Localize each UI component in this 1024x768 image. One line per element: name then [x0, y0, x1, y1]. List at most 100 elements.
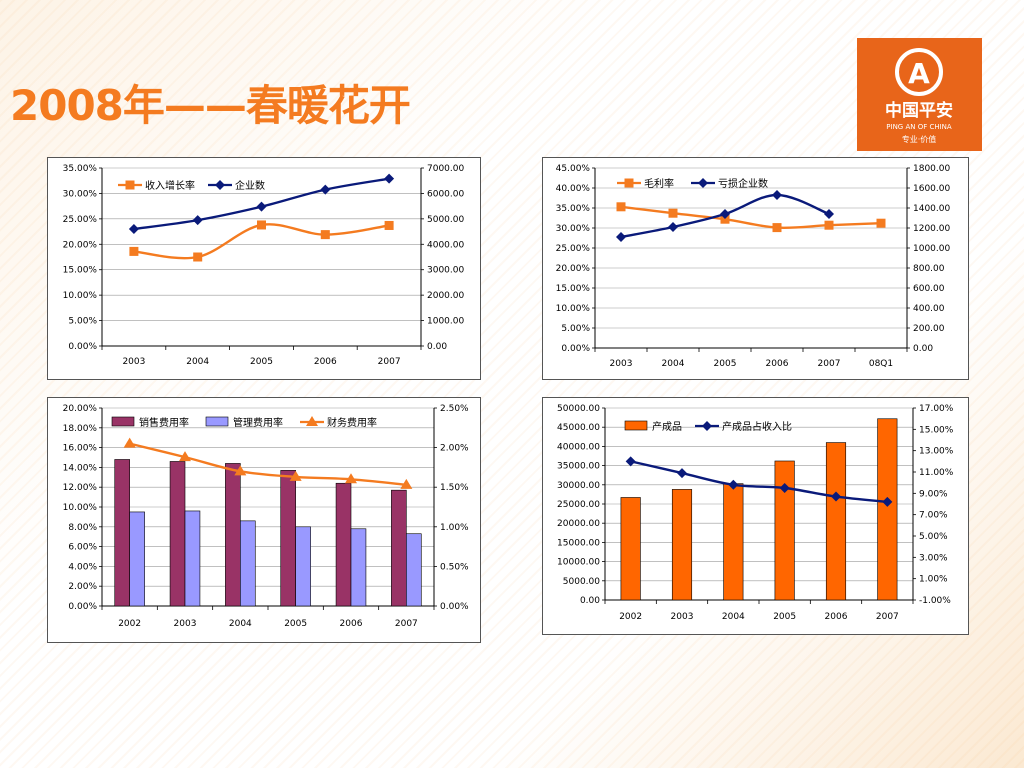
y-right-tick-label: 5.00%	[919, 532, 948, 542]
data-point	[882, 496, 893, 507]
x-tick-label: 2003	[174, 619, 197, 629]
legend-marker	[306, 416, 318, 426]
y-right-tick-label: 1.50%	[440, 483, 469, 493]
y-right-tick-label: 5000.00	[427, 215, 464, 225]
y-left-tick-label: 2.00%	[68, 582, 97, 592]
legend-label: 财务费用率	[327, 416, 377, 429]
y-right-tick-label: 6000.00	[427, 189, 464, 199]
y-left-tick-label: 10.00%	[63, 503, 98, 513]
y-right-tick-label: 1200.00	[913, 224, 950, 234]
y-left-tick-label: 30.00%	[63, 189, 98, 199]
x-tick-label: 2007	[378, 357, 401, 367]
chart-finished-goods: 0.00 5000.00 10000.00 15000.00 20000.00 25000…	[542, 397, 969, 635]
data-point	[668, 222, 678, 232]
y-right-tick-label: 4000.00	[427, 240, 464, 250]
y-left-tick-label: 10.00%	[556, 304, 591, 314]
bar	[825, 442, 847, 601]
chart-4-svg: 0.00 5000.00 10000.00 15000.00 20000.00 25000…	[557, 404, 954, 622]
y-left-tick-label: 30000.00	[557, 481, 600, 491]
y-right-tick-label: 600.00	[913, 284, 945, 294]
x-tick-label: 2004	[722, 612, 745, 622]
x-tick-label: 2002	[118, 619, 141, 629]
data-point	[677, 468, 687, 479]
data-point	[345, 473, 357, 484]
legend-marker	[125, 180, 135, 190]
x-tick-label: 2003	[671, 612, 694, 622]
bar	[295, 526, 311, 607]
bar	[240, 520, 256, 607]
bar	[280, 470, 296, 607]
y-left-tick-label: 15.00%	[556, 284, 591, 294]
data-point	[123, 437, 136, 448]
logo-ring	[895, 48, 943, 96]
data-point	[824, 220, 834, 230]
y-left-tick-label: 0.00%	[561, 344, 590, 354]
bar	[620, 497, 641, 601]
y-right-tick-label: 1.00%	[440, 523, 469, 533]
data-point	[831, 491, 841, 502]
x-tick-label: 2003	[610, 359, 633, 369]
y-left-tick-label: 35000.00	[557, 462, 600, 472]
y-right-tick-label: 400.00	[913, 304, 945, 314]
y-left-tick-label: 20000.00	[557, 519, 600, 529]
y-right-tick-label: 7.00%	[919, 511, 948, 521]
y-left-tick-label: 8.00%	[68, 523, 97, 533]
data-point	[384, 173, 395, 184]
data-point	[179, 451, 191, 462]
data-point	[257, 220, 266, 230]
y-right-tick-label: -1.00%	[919, 596, 951, 606]
y-left-tick-label: 25000.00	[557, 500, 600, 510]
x-tick-label: 2004	[186, 357, 209, 367]
x-tick-label: 2002	[619, 612, 642, 622]
y-left-tick-label: 30.00%	[556, 224, 591, 234]
data-point	[234, 465, 247, 476]
y-left-tick-label: 50000.00	[557, 404, 600, 414]
bar	[671, 489, 693, 601]
data-point	[824, 209, 834, 219]
bar	[723, 483, 744, 601]
legend-label: 亏损企业数	[718, 177, 768, 190]
data-point	[616, 232, 626, 242]
y-right-tick-label: 9.00%	[919, 489, 948, 499]
bar	[184, 510, 201, 607]
y-right-tick-label: 13.00%	[919, 447, 954, 457]
chart-revenue-growth-enterprises: 0.00% 5.00% 10.00% 15.00% 20.00% 25.00% 30.00%…	[47, 157, 481, 380]
y-right-tick-label: 800.00	[913, 264, 945, 274]
legend-label: 销售费用率	[139, 416, 189, 429]
y-right-tick-label: 1.00%	[919, 575, 948, 585]
y-left-tick-label: 12.00%	[63, 483, 98, 493]
x-tick-label: 2005	[250, 357, 273, 367]
data-point	[384, 220, 394, 230]
data-point	[193, 252, 203, 262]
data-point	[772, 190, 782, 200]
legend-marker	[215, 180, 225, 190]
x-tick-label: 2005	[714, 359, 737, 369]
y-left-tick-label: 25.00%	[556, 244, 591, 254]
legend-marker	[702, 421, 712, 431]
data-point	[128, 224, 139, 235]
data-point	[320, 184, 331, 195]
bar	[169, 461, 186, 607]
data-point	[876, 218, 886, 228]
y-left-tick-label: 40000.00	[557, 442, 600, 452]
bar	[877, 418, 898, 601]
data-point	[192, 215, 203, 226]
y-right-tick-label: 0.00	[427, 342, 447, 352]
legend-label: 管理费用率	[233, 416, 283, 429]
data-point	[728, 479, 739, 490]
y-right-tick-label: 0.00	[913, 344, 933, 354]
bar	[335, 482, 352, 607]
x-tick-label: 2006	[314, 357, 337, 367]
series-line	[630, 460, 888, 504]
y-right-tick-label: 2.50%	[440, 404, 469, 414]
y-left-tick-label: 0.00	[580, 596, 600, 606]
bar	[391, 489, 407, 607]
data-point	[129, 246, 139, 256]
legend-label: 产成品	[652, 420, 682, 433]
data-point	[720, 214, 730, 224]
legend-label: 企业数	[235, 179, 265, 192]
y-right-tick-label: 2000.00	[427, 291, 464, 301]
y-left-tick-label: 0.00%	[68, 342, 97, 352]
y-left-tick-label: 14.00%	[63, 463, 98, 473]
y-right-tick-label: 11.00%	[919, 468, 954, 478]
